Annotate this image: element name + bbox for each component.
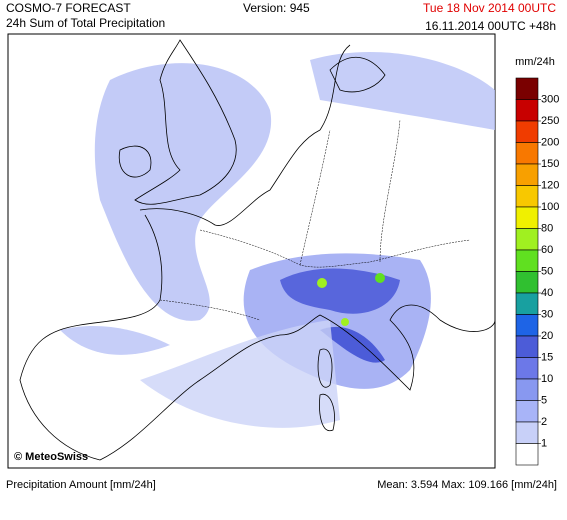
legend-swatch — [515, 249, 539, 272]
legend-label: 2 — [541, 416, 547, 428]
legend-label: 100 — [541, 201, 559, 213]
coastlines — [19, 39, 495, 461]
legend-swatch — [515, 443, 539, 466]
legend-swatch — [515, 292, 539, 315]
footer-stats: Mean: 3.594 Max: 109.166 [mm/24h] — [377, 479, 557, 491]
title: COSMO-7 FORECAST — [6, 1, 131, 15]
map: © MeteoSwiss — [7, 33, 496, 469]
legend-swatch — [515, 142, 539, 165]
legend-label: 150 — [541, 158, 559, 170]
copyright: © MeteoSwiss — [14, 451, 88, 463]
legend-swatch — [515, 185, 539, 208]
legend-label: 50 — [541, 265, 553, 277]
legend-swatch — [515, 163, 539, 186]
precipitation-field — [60, 51, 495, 428]
legend-swatch — [515, 357, 539, 380]
legend-swatch — [515, 378, 539, 401]
legend-swatch — [515, 400, 539, 423]
legend-label: 80 — [541, 222, 553, 234]
legend-label: 60 — [541, 244, 553, 256]
legend-swatch — [515, 335, 539, 358]
valid-date: Tue 18 Nov 2014 00UTC — [423, 1, 556, 15]
legend-label: 1 — [541, 437, 547, 449]
legend-swatch — [515, 271, 539, 294]
legend-swatch — [515, 77, 539, 100]
run-date: 16.11.2014 00UTC +48h — [425, 19, 556, 33]
legend-label: 250 — [541, 115, 559, 127]
legend-swatch — [515, 120, 539, 143]
legend-unit: mm/24h — [515, 56, 555, 68]
footer-label: Precipitation Amount [mm/24h] — [6, 479, 156, 491]
legend-label: 15 — [541, 351, 553, 363]
legend-label: 30 — [541, 308, 553, 320]
legend-swatch — [515, 314, 539, 337]
legend-label: 5 — [541, 394, 547, 406]
legend-swatch — [515, 99, 539, 122]
legend-label: 120 — [541, 179, 559, 191]
legend-swatch — [515, 206, 539, 229]
legend-label: 10 — [541, 373, 553, 385]
legend-label: 20 — [541, 330, 553, 342]
borders — [159, 119, 471, 321]
subtitle: 24h Sum of Total Precipitation — [6, 16, 165, 30]
legend-label: 300 — [541, 93, 559, 105]
legend-label: 40 — [541, 287, 553, 299]
legend-swatch — [515, 228, 539, 251]
legend: 300 250 200 150 120 100 80 60 50 40 30 20 15 10 5 2 1 — [515, 77, 559, 466]
legend-label: 200 — [541, 136, 559, 148]
version: Version: 945 — [243, 1, 310, 15]
legend-swatch — [515, 421, 539, 444]
